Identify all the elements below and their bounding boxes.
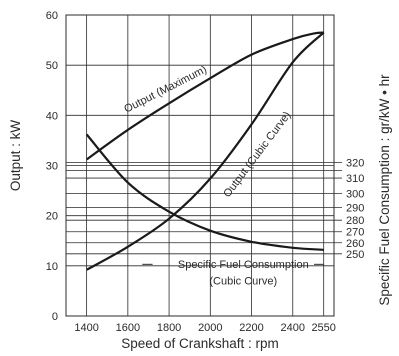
x-tick-label: 2400 (281, 322, 305, 334)
y-tick-label: 60 (46, 10, 58, 22)
y-tick-label: 40 (46, 110, 58, 122)
curves (85, 31, 325, 271)
y-tick-label: 50 (46, 60, 58, 72)
output-maximum-label: Output (Maximum) (122, 64, 209, 116)
y-axis-title: Output : kW (8, 120, 23, 192)
y2-tick-label: 280 (346, 215, 364, 227)
x-tick-label: 2000 (198, 322, 222, 334)
fuel-consumption-curve (85, 133, 324, 251)
x-tick-label: 2550 (311, 322, 335, 334)
y-tick-label: 10 (46, 261, 58, 273)
y2-axis-title: Specific Fuel Consumption : gr/kW • hr (377, 74, 392, 306)
fuel-consumption-label-line2: (Cubic Curve) (209, 275, 277, 287)
output-maximum-curve (85, 31, 324, 161)
y2-tick-label: 320 (346, 157, 364, 169)
y2-tick-label: 310 (346, 173, 364, 185)
axis-ticks: 1400 1600 1800 2000 2200 2400 2550 0 10 20 30 40 50 6… (46, 10, 365, 334)
output-cubic-label: Output (Cubic Curve) (221, 110, 293, 200)
y-tick-label: 20 (46, 211, 58, 223)
y2-tick-label: 290 (346, 203, 364, 215)
fuel-consumption-label-line1: Specific Fuel Consumption (178, 259, 309, 271)
x-axis-title: Speed of Crankshaft : rpm (121, 336, 279, 351)
output-cubic-curve (86, 31, 325, 271)
x-tick-label: 2200 (239, 322, 263, 334)
y2-tick-label: 270 (346, 227, 364, 239)
x-tick-label: 1400 (74, 322, 98, 334)
y2-tick-label: 260 (346, 238, 364, 250)
y-tick-label: 30 (46, 161, 58, 173)
plot-frame (65, 14, 335, 317)
grid-lines (66, 15, 342, 316)
y2-tick-label: 300 (346, 189, 364, 201)
x-tick-label: 1800 (157, 322, 181, 334)
x-tick-label: 1600 (116, 322, 140, 334)
y2-tick-label: 250 (346, 249, 364, 261)
y-tick-label: 0 (52, 311, 58, 323)
